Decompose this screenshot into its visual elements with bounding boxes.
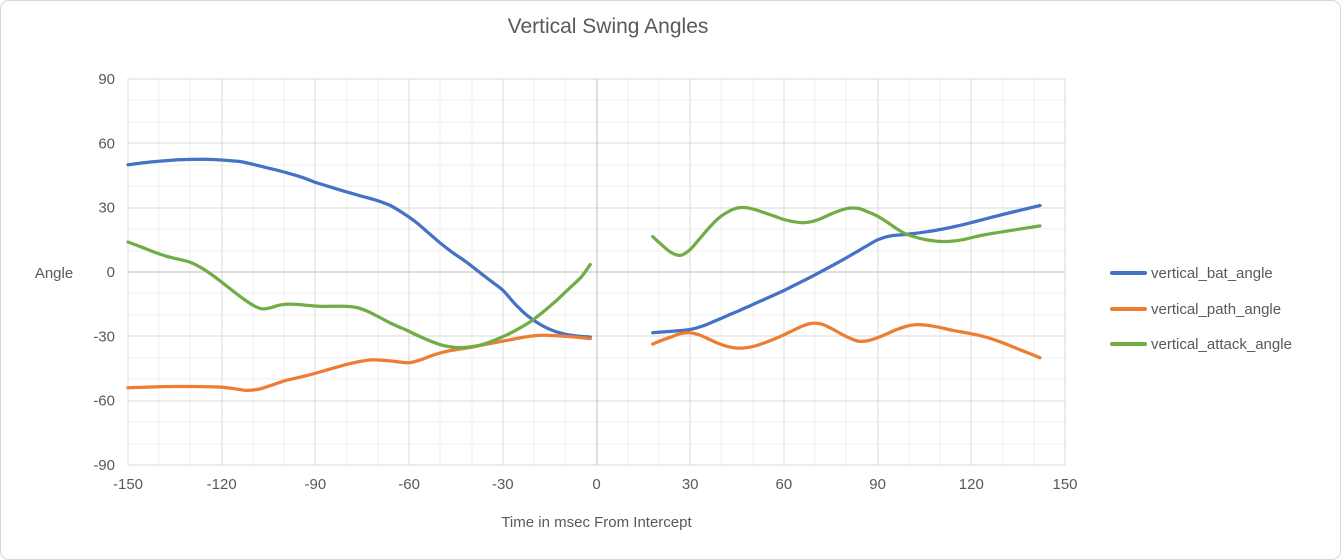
y-tick-label: 30 bbox=[98, 200, 115, 217]
x-tick-label: 150 bbox=[1052, 476, 1077, 493]
x-tick-label: 90 bbox=[869, 476, 886, 493]
legend-swatch-vertical_path_angle bbox=[1110, 307, 1147, 311]
y-tick-label: -60 bbox=[93, 393, 115, 410]
legend-item-vertical_bat_angle: vertical_bat_angle bbox=[1110, 264, 1273, 282]
x-tick-label: -90 bbox=[305, 476, 327, 493]
x-tick-label: 120 bbox=[959, 476, 984, 493]
legend-label: vertical_path_angle bbox=[1151, 300, 1282, 318]
series-line-vertical_attack_angle bbox=[651, 205, 1042, 258]
x-tick-label: -30 bbox=[492, 476, 514, 493]
y-tick-label: 0 bbox=[107, 264, 115, 281]
legend-swatch-vertical_attack_angle bbox=[1110, 342, 1147, 346]
series-line-vertical_bat_angle bbox=[651, 203, 1042, 335]
x-tick-label: 60 bbox=[776, 476, 793, 493]
series-line-vertical_attack_angle bbox=[126, 240, 592, 350]
x-tick-label: -150 bbox=[113, 476, 143, 493]
x-tick-label: 30 bbox=[682, 476, 699, 493]
series-line-vertical_path_angle bbox=[126, 333, 592, 393]
x-tick-label: 0 bbox=[592, 476, 600, 493]
series-line-vertical_path_angle bbox=[651, 321, 1042, 360]
x-tick-label: -60 bbox=[398, 476, 420, 493]
y-axis-title: Angle bbox=[34, 265, 74, 282]
x-axis-title: Time in msec From Intercept bbox=[501, 514, 692, 531]
legend-item-vertical_path_angle: vertical_path_angle bbox=[1110, 300, 1281, 318]
series-line-vertical_bat_angle bbox=[126, 157, 592, 339]
chart-title: Vertical Swing Angles bbox=[507, 15, 709, 38]
y-tick-label: 90 bbox=[98, 71, 115, 88]
y-tick-label: -30 bbox=[93, 328, 115, 345]
y-tick-label: 60 bbox=[98, 135, 115, 152]
legend-label: vertical_bat_angle bbox=[1151, 264, 1273, 282]
legend-item-vertical_attack_angle: vertical_attack_angle bbox=[1110, 335, 1292, 353]
y-tick-label: -90 bbox=[93, 457, 115, 474]
legend-swatch-vertical_bat_angle bbox=[1110, 271, 1147, 275]
legend-label: vertical_attack_angle bbox=[1151, 335, 1292, 353]
x-tick-label: -120 bbox=[207, 476, 237, 493]
